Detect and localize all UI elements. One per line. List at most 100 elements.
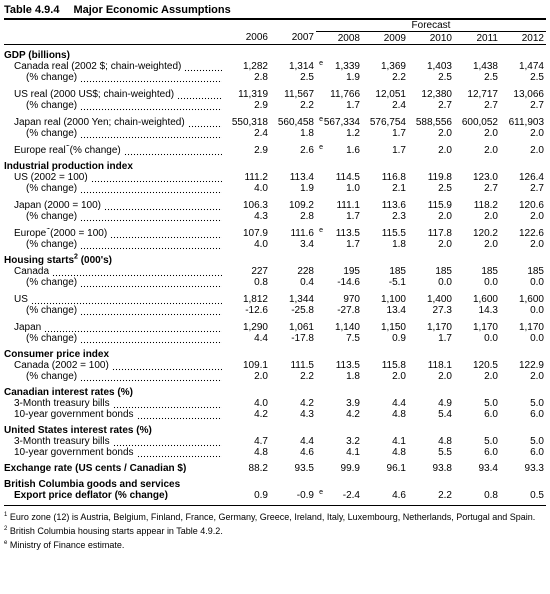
- value: 185: [389, 266, 406, 277]
- forecast-label: Forecast: [316, 20, 546, 32]
- table-title: Table 4.9.4 Major Economic Assumptions: [4, 3, 546, 20]
- value: 2.5: [300, 72, 314, 83]
- section-heading: Industrial production index: [4, 161, 133, 172]
- value-cell: 1.8: [270, 128, 316, 139]
- value: 6.0: [484, 409, 498, 420]
- value: 4.0: [254, 398, 268, 409]
- value: 118.2: [473, 200, 498, 211]
- value-cell: 2.0: [500, 239, 546, 250]
- value: 120.5: [472, 360, 498, 371]
- leader-dots: [136, 447, 222, 458]
- value-cell: 4.6: [270, 447, 316, 458]
- value-cell: 2.0: [408, 239, 454, 250]
- value: 3.2: [346, 436, 360, 447]
- years-row: 2006 2007 2008 2009 2010 2011 2012: [4, 31, 546, 45]
- value: 228: [297, 266, 314, 277]
- value: 2.0: [484, 211, 498, 222]
- value: 109.1: [242, 360, 268, 371]
- value-cell: 1,170: [454, 322, 500, 333]
- value: 2.7: [484, 183, 498, 194]
- section-heading: Consumer price index: [4, 349, 110, 360]
- value: 3.9: [346, 398, 360, 409]
- section-heading-cell: Exchange rate (US cents / Canadian $): [4, 463, 224, 474]
- value-cell: 1.6: [316, 145, 362, 156]
- value-cell: 4.0: [224, 239, 270, 250]
- value-cell: 0.0: [454, 277, 500, 288]
- data-row: (% change) 2.0 2.2 1.8 2.0 2.0 2.0 2.0: [4, 371, 546, 382]
- row-label: Export price deflator (% change): [4, 490, 224, 501]
- value-cell: 611,903: [500, 117, 546, 128]
- section-heading: British Columbia goods and services: [4, 479, 181, 490]
- data-row: Japan 1,290 1,061 1,140 1,150 1,170 1,170 1,170: [4, 322, 546, 333]
- label-text: US (2002 = 100): [14, 172, 88, 183]
- value: 1,170: [426, 322, 452, 333]
- label-text: Japan (2000 = 100): [14, 200, 102, 211]
- row-label: (% change): [4, 239, 224, 250]
- value-cell: 111.6 e: [290, 227, 323, 239]
- value: 1,339: [334, 61, 360, 72]
- value-cell: 185: [362, 266, 408, 277]
- value: 4.4: [254, 333, 268, 344]
- value: 2.4: [254, 128, 268, 139]
- value: 1,150: [380, 322, 406, 333]
- value-cell: 11,319: [224, 89, 270, 100]
- value: 1.8: [300, 128, 314, 139]
- leader-dots: [110, 228, 222, 239]
- value-cell: 185: [500, 266, 546, 277]
- data-row: US real (2000 US$; chain-weighted) 11,319…: [4, 89, 546, 100]
- blank-cell: [224, 425, 546, 436]
- value: 5.0: [484, 398, 498, 409]
- footnote-ref: 2: [74, 253, 78, 261]
- value: 2.5: [438, 72, 452, 83]
- table-name: Major Economic Assumptions: [73, 4, 231, 16]
- value-cell: 109.1: [224, 360, 270, 371]
- value: 0.0: [530, 333, 544, 344]
- value-cell: 1,400: [408, 294, 454, 305]
- value: 550,318: [231, 117, 268, 128]
- value-cell: 4.6: [362, 490, 408, 501]
- value: 1.8: [346, 371, 360, 382]
- value: 1,369: [380, 61, 406, 72]
- value: 4.2: [254, 409, 268, 420]
- value: 185: [435, 266, 452, 277]
- footnote: 1 Euro zone (12) is Austria, Belgium, Fi…: [4, 509, 546, 523]
- value: 1,400: [426, 294, 452, 305]
- value-cell: 5.4: [408, 409, 454, 420]
- value-cell: 113.5: [316, 360, 362, 371]
- value-cell: 113.4: [270, 172, 316, 183]
- section-heading-row: Exchange rate (US cents / Canadian $) 88.…: [4, 463, 546, 474]
- value: 1,403: [426, 61, 452, 72]
- value-cell: 88.2: [224, 463, 270, 474]
- value-cell: 4.2: [224, 409, 270, 420]
- row-label: (% change): [4, 333, 224, 344]
- data-row: (% change) 2.8 2.5 1.9 2.2 2.5 2.5 2.5: [4, 72, 546, 83]
- value-cell: 122.9: [500, 360, 546, 371]
- label-text: (% change): [26, 305, 78, 316]
- row-label: US: [4, 294, 224, 305]
- value: 1,812: [242, 294, 268, 305]
- label-text: (% change): [26, 277, 78, 288]
- value: 12,051: [375, 89, 406, 100]
- value: 2.9: [254, 145, 268, 156]
- label-cell: (% change): [4, 305, 224, 316]
- value-cell: 93.5: [270, 463, 316, 474]
- value-cell: 4.4: [224, 333, 270, 344]
- value-cell: 1.9: [270, 183, 316, 194]
- row-label: (% change): [4, 183, 224, 194]
- label-text: Europe: [14, 228, 47, 239]
- value-cell: 5.0: [454, 436, 500, 447]
- label-cell: Japan (2000 = 100): [4, 200, 224, 211]
- value: 12,717: [467, 89, 498, 100]
- leader-dots: [136, 409, 222, 420]
- value-cell: 1,170: [500, 322, 546, 333]
- value: 111.2: [244, 172, 268, 183]
- value-cell: 2.4: [224, 128, 270, 139]
- value: 113.6: [381, 200, 406, 211]
- year-header: 2008: [316, 31, 362, 45]
- value-cell: 1,369: [362, 61, 408, 72]
- value-cell: 4.2: [270, 398, 316, 409]
- value: 4.8: [254, 447, 268, 458]
- value-cell: 27.3: [408, 305, 454, 316]
- label-cell: 10-year government bonds: [4, 447, 224, 458]
- value: 4.3: [254, 211, 268, 222]
